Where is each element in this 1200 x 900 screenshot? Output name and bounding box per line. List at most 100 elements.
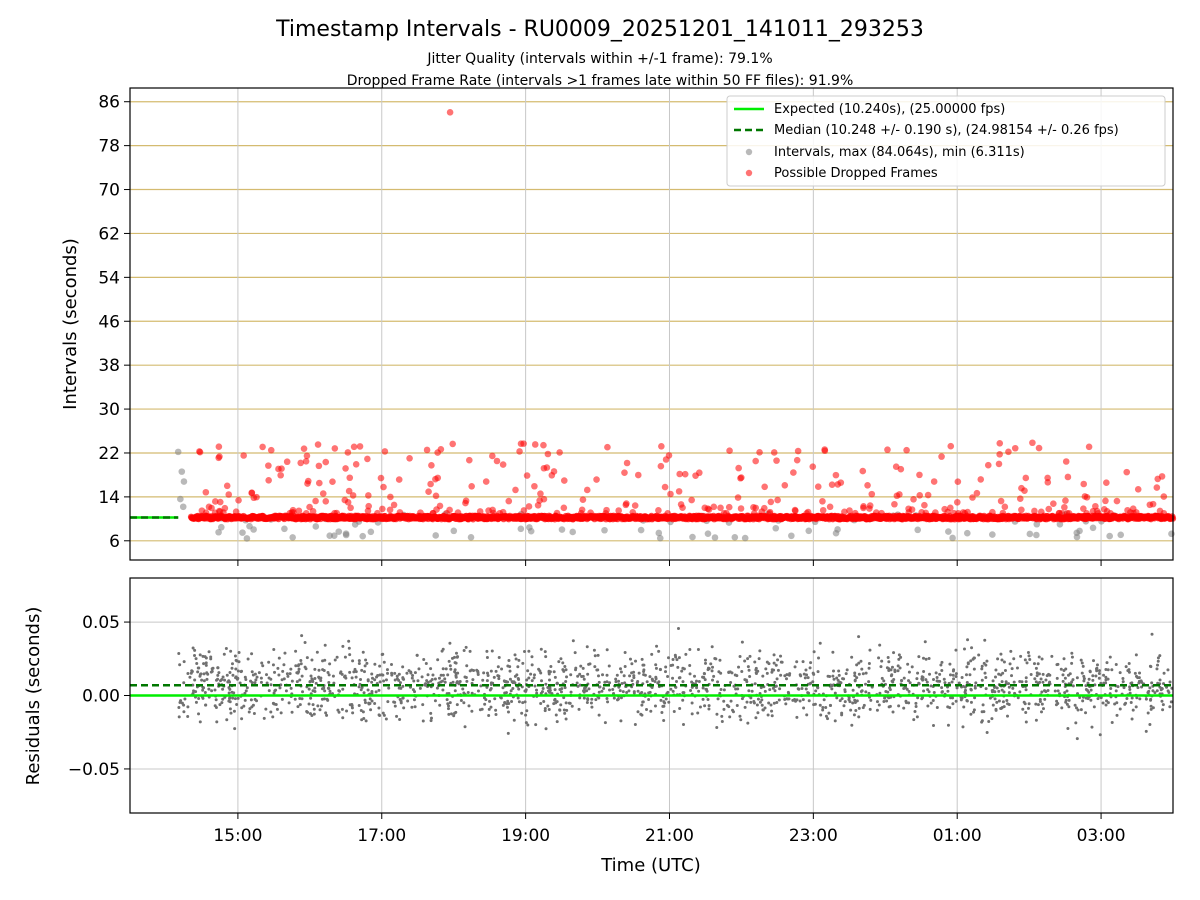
residual-point (277, 673, 281, 677)
dropped-point (350, 443, 358, 451)
residual-point (526, 723, 530, 727)
dropped-point (267, 446, 275, 454)
residual-point (755, 703, 759, 707)
residual-point (347, 646, 351, 650)
dropped-point (916, 491, 924, 499)
residual-point (1024, 676, 1028, 680)
residual-point (980, 720, 984, 724)
residual-point (701, 697, 705, 701)
residual-point (517, 658, 521, 662)
residual-point (948, 706, 952, 710)
residual-point (1018, 680, 1022, 684)
residual-point (202, 672, 206, 676)
interval-point (342, 531, 350, 539)
residual-point (348, 703, 352, 707)
residual-point (838, 699, 842, 703)
dropped-point (947, 442, 955, 450)
residual-point (559, 703, 563, 707)
residual-point (1065, 702, 1069, 706)
residual-point (323, 689, 327, 693)
residual-point (1092, 659, 1096, 663)
residual-point (837, 673, 841, 677)
residual-point (265, 673, 269, 677)
dropped-point (758, 508, 766, 515)
residual-point (713, 656, 717, 660)
residual-point (585, 700, 589, 704)
residual-point (190, 669, 194, 673)
residual-point (366, 688, 370, 692)
residual-point (590, 705, 594, 709)
dropped-point (950, 509, 958, 517)
residual-point (282, 677, 286, 681)
residual-point (1032, 662, 1036, 666)
dropped-point (215, 454, 222, 462)
residual-point (546, 685, 550, 689)
residual-point (1086, 681, 1090, 685)
residual-point (720, 714, 724, 718)
residual-point (770, 670, 774, 674)
residual-point (628, 657, 632, 661)
residual-point (341, 644, 345, 648)
residual-point (1123, 702, 1127, 706)
residual-point (1040, 710, 1044, 714)
residual-point (213, 688, 217, 692)
residual-point (1089, 698, 1093, 702)
residual-point (554, 713, 558, 717)
residual-point (855, 699, 859, 703)
legend-intervals-swatch (745, 148, 753, 156)
residual-point (1131, 708, 1135, 712)
residual-point (984, 687, 988, 691)
residual-point (761, 708, 765, 712)
residual-point (289, 667, 293, 671)
residual-point (194, 700, 198, 704)
residual-point (922, 689, 926, 693)
residual-point (254, 678, 258, 682)
dropped-point (322, 458, 330, 466)
residual-point (297, 667, 301, 671)
residual-point (439, 673, 443, 677)
dropped-point (352, 461, 360, 468)
residual-point (840, 697, 844, 701)
residual-point (447, 712, 451, 716)
residual-point (756, 697, 760, 701)
residual-point (538, 669, 542, 673)
residual-point (479, 684, 483, 688)
residual-point (240, 717, 244, 721)
residual-point (882, 679, 886, 683)
residual-point (1118, 707, 1122, 711)
residual-y-tick-label-0: 0.05 (82, 613, 120, 633)
residual-point (914, 704, 918, 708)
residual-point (1065, 689, 1069, 693)
dropped-point (406, 454, 413, 462)
residual-point (857, 672, 861, 676)
residual-point (594, 698, 598, 702)
interval-point (174, 448, 182, 456)
residual-point (855, 663, 859, 667)
residual-point (802, 672, 806, 676)
residual-point (1156, 659, 1160, 663)
dropped-point (1146, 501, 1154, 509)
residual-point (955, 686, 959, 690)
residual-point (972, 656, 976, 660)
residual-point (287, 701, 291, 705)
residual-point (513, 674, 517, 678)
residual-point (194, 657, 198, 661)
dropped-point (604, 443, 611, 451)
residual-point (1034, 680, 1038, 684)
dropped-point (331, 445, 339, 452)
residual-point (276, 666, 280, 670)
dropped-point (1102, 497, 1109, 505)
dropped-point (499, 461, 507, 468)
residual-point (950, 680, 954, 684)
residual-point (776, 658, 780, 662)
residual-point (596, 674, 600, 678)
residual-point (1148, 686, 1152, 690)
dropped-point (819, 506, 827, 514)
residual-point (271, 715, 275, 719)
residual-point (497, 674, 501, 678)
residual-point (416, 679, 420, 683)
residual-point (395, 674, 399, 678)
residual-point (667, 700, 671, 704)
residual-point (234, 667, 238, 671)
intervals-x-tick-marks (237, 560, 1102, 566)
